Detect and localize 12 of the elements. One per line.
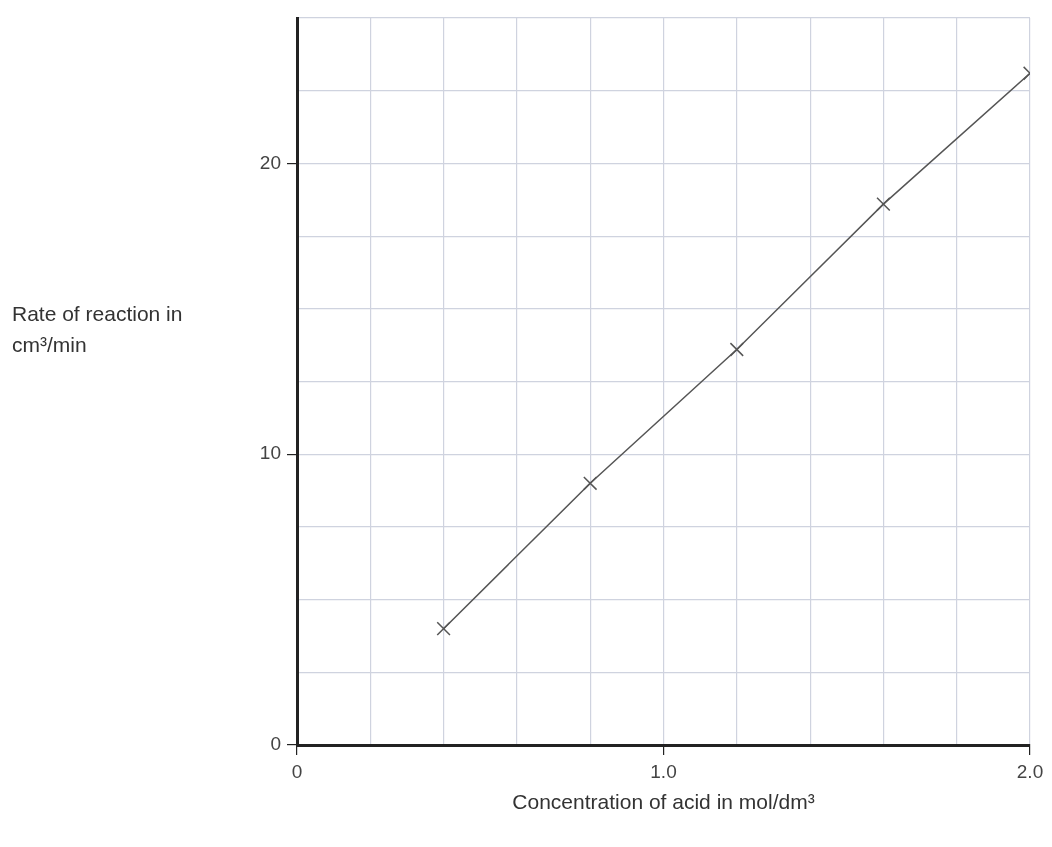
y-axis-title: Rate of reaction in cm³/min (12, 301, 184, 358)
y-tick-label: 0 (270, 733, 281, 755)
point (876, 197, 891, 212)
y-tick-label: 10 (259, 442, 281, 464)
point (583, 476, 598, 491)
x-tick-label: 2.0 (1016, 760, 1044, 782)
point (436, 621, 451, 636)
y-tick-label: 20 (259, 151, 281, 173)
point (729, 342, 744, 357)
x-axis-title: Concentration of acid in mol/dm³ (511, 790, 816, 814)
x-tick-label: 0 (291, 760, 303, 782)
x-tick-label: 1.0 (650, 760, 677, 782)
